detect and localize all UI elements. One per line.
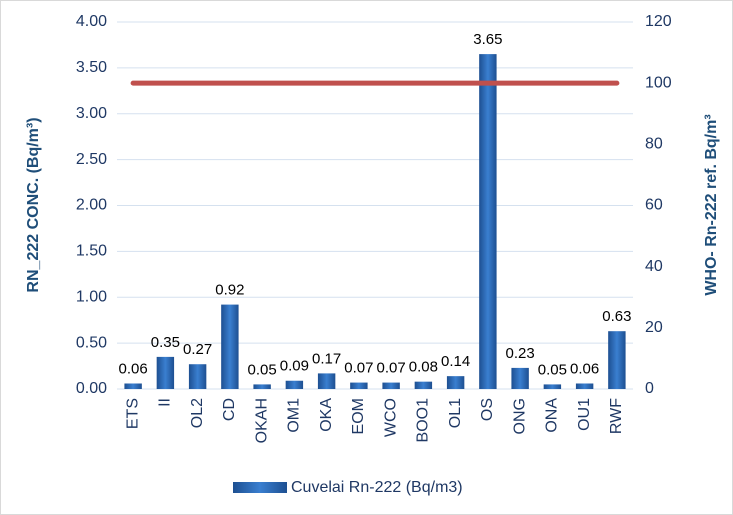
- y-tick-label: 4.00: [76, 13, 107, 30]
- bar: [446, 376, 465, 389]
- y-tick-label: 3.50: [76, 59, 107, 76]
- bar: [575, 383, 594, 389]
- y-tick-label: 2.50: [76, 151, 107, 168]
- bar: [543, 384, 562, 389]
- x-tick-label: OU1: [576, 398, 593, 431]
- x-tick-label: OL1: [447, 398, 464, 428]
- y-tick-label: 2.00: [76, 197, 107, 214]
- x-tick-label: ONA: [544, 398, 561, 433]
- bar: [511, 367, 529, 389]
- data-label: 0.09: [280, 358, 309, 375]
- bar: [156, 356, 175, 389]
- y-tick-label: 1.50: [76, 243, 107, 260]
- bar: [188, 364, 207, 389]
- bar: [253, 384, 271, 389]
- y2-tick-label: 40: [645, 258, 663, 275]
- bar: [317, 373, 336, 389]
- y2-tick-label: 80: [645, 136, 663, 153]
- data-label: 0.63: [602, 308, 631, 325]
- bar: [382, 382, 400, 389]
- data-label: 0.23: [506, 345, 535, 362]
- y2-tick-label: 100: [645, 74, 672, 91]
- x-tick-label: OL2: [189, 398, 206, 428]
- data-label: 0.14: [441, 353, 470, 370]
- data-label: 0.17: [312, 350, 341, 367]
- data-label: 0.07: [344, 360, 373, 377]
- data-label: 0.05: [538, 361, 567, 378]
- x-tick-label: OS: [479, 398, 496, 421]
- y-tick-label: 3.00: [76, 105, 107, 122]
- x-tick-label: OM1: [286, 398, 303, 433]
- y-tick-label: 0.00: [76, 380, 107, 397]
- y-tick-label: 0.50: [76, 334, 107, 351]
- x-tick-label: ETS: [124, 398, 141, 429]
- x-tick-label: WCO: [382, 398, 399, 437]
- data-label: 0.27: [183, 341, 212, 358]
- data-label: 0.06: [119, 360, 148, 377]
- x-tick-label: CD: [221, 398, 238, 421]
- bar: [608, 331, 626, 389]
- data-label: 0.07: [377, 360, 406, 377]
- bar: [350, 382, 368, 389]
- x-tick-label: ONG: [511, 398, 528, 434]
- y2-axis-title: WHO- Rn-222 ref. Bq/m³: [703, 114, 720, 295]
- y2-tick-label: 60: [645, 197, 663, 214]
- legend-label: Cuvelai Rn-222 (Bq/m3): [291, 479, 463, 496]
- data-label: 0.05: [248, 361, 277, 378]
- y-axis-title: RN_222 CONC. (Bq/m³): [25, 117, 42, 292]
- bar: [124, 383, 142, 389]
- data-label: 3.65: [473, 31, 502, 48]
- x-tick-label: EOM: [350, 398, 367, 434]
- x-tick-label: BOO1: [415, 398, 432, 443]
- data-label: 0.06: [570, 360, 599, 377]
- y-tick-label: 1.00: [76, 288, 107, 305]
- y2-tick-label: 0: [645, 380, 654, 397]
- y2-tick-label: 20: [645, 319, 663, 336]
- bar: [285, 380, 304, 389]
- bar: [221, 304, 239, 389]
- legend-swatch: [233, 482, 287, 493]
- y2-tick-label: 120: [645, 13, 672, 30]
- data-label: 0.35: [151, 334, 180, 351]
- x-tick-label: OKA: [318, 398, 335, 432]
- x-tick-label: RWF: [608, 398, 625, 434]
- bar: [479, 54, 497, 390]
- x-tick-label: OKAH: [253, 398, 270, 443]
- bar: [414, 381, 433, 389]
- data-label: 0.92: [215, 282, 244, 299]
- x-tick-label: II: [157, 398, 174, 407]
- data-label: 0.08: [409, 359, 438, 376]
